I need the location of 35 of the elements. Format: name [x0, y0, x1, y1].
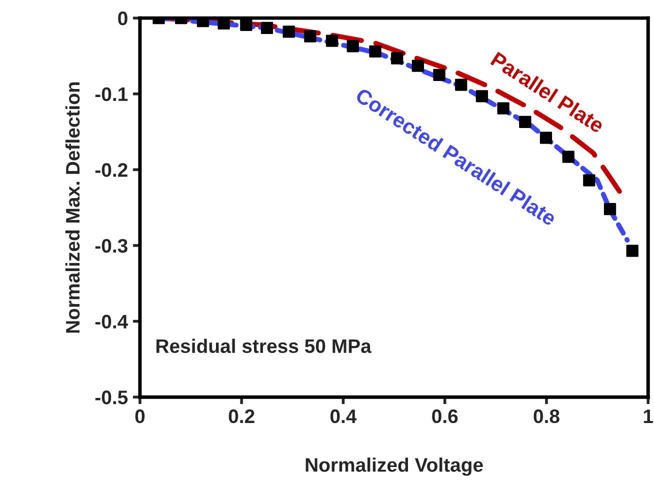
point — [540, 132, 552, 144]
point — [455, 78, 468, 91]
point — [412, 60, 424, 72]
point — [626, 244, 638, 257]
annotation: Residual stress 50 MPa — [156, 338, 372, 354]
point — [583, 174, 596, 186]
point — [476, 90, 488, 102]
point — [260, 22, 274, 34]
point — [346, 40, 359, 52]
x-tick-label: 0.8 — [534, 409, 560, 424]
x-tick-label: 0.2 — [228, 409, 254, 424]
point — [218, 18, 230, 30]
x-tick-label: 0.4 — [330, 409, 357, 424]
point — [304, 30, 316, 42]
y-axis-title: Normalized Max. Deflection — [65, 82, 80, 333]
y-tick-label: -0.4 — [95, 314, 128, 329]
point — [391, 52, 404, 64]
y-tick-label: -0.3 — [95, 238, 128, 253]
y-tick-label: -0.1 — [95, 87, 128, 102]
point — [604, 203, 616, 216]
y-tick-label: 0 — [118, 12, 128, 26]
point — [326, 34, 338, 47]
y-tick-label: -0.5 — [95, 390, 128, 404]
y-tick-label: -0.2 — [95, 163, 128, 177]
point — [519, 116, 532, 128]
point — [497, 102, 510, 114]
point — [282, 26, 295, 38]
point — [433, 68, 446, 81]
x-tick-label: 0.6 — [432, 409, 458, 424]
x-tick-label: 1 — [644, 410, 653, 423]
x-tick-label: 0 — [135, 409, 145, 424]
point — [562, 150, 574, 163]
point — [240, 18, 252, 31]
point — [369, 45, 382, 58]
x-axis-title: Normalized Voltage — [306, 458, 483, 476]
